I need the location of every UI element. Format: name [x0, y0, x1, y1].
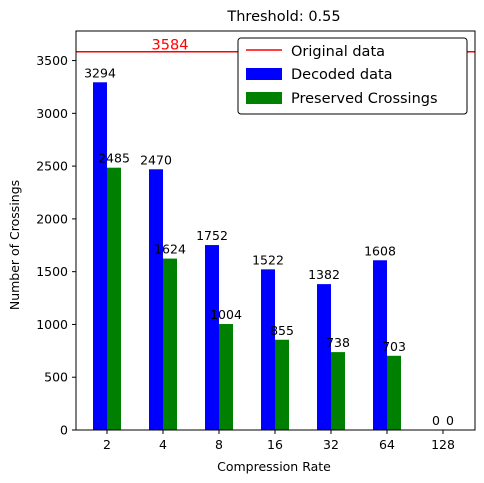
legend-swatch-preserved-crossings — [246, 92, 282, 104]
x-axis-title: Compression Rate — [217, 459, 331, 474]
bars-group — [93, 82, 401, 431]
bar-label-decoded-data-2: 3294 — [84, 65, 116, 80]
bar-decoded-data-2 — [93, 82, 107, 431]
bar-labels-group: 3294 2470 1752 1522 1382 1608 0 2485 1624 1004 855… — [84, 65, 454, 428]
bar-preserved-crossings-2 — [107, 167, 121, 430]
y-tick-label-2000: 2000 — [36, 211, 68, 226]
legend-swatch-decoded-data — [246, 68, 282, 80]
y-tick-label-2500: 2500 — [36, 159, 68, 174]
bar-decoded-data-64 — [373, 260, 387, 430]
legend-label-original-data: Original data — [291, 44, 385, 60]
bar-label-preserved-crossings-8: 1004 — [210, 307, 242, 322]
reference-value-label: 3584 — [152, 38, 189, 54]
bar-decoded-data-8 — [205, 245, 219, 430]
x-tick-label-16: 16 — [267, 437, 283, 452]
bar-preserved-crossings-64 — [387, 355, 401, 430]
x-tick-label-4: 4 — [159, 437, 167, 452]
bar-label-preserved-crossings-64: 703 — [382, 339, 406, 354]
x-axis: 2 4 8 16 32 64 128 — [103, 430, 455, 452]
legend-label-decoded-data: Decoded data — [291, 67, 393, 83]
x-tick-label-8: 8 — [215, 437, 223, 452]
bar-label-decoded-data-64: 1608 — [364, 243, 396, 258]
y-axis: 0 500 1000 1500 2000 2500 3000 3500 — [36, 53, 76, 438]
y-tick-label-0: 0 — [60, 423, 68, 438]
bar-label-decoded-data-32: 1382 — [308, 267, 340, 282]
bar-label-decoded-data-128: 0 — [432, 413, 440, 428]
legend: Original data Decoded data Preserved Cro… — [237, 37, 468, 115]
y-tick-label-3000: 3000 — [36, 106, 68, 121]
y-tick-label-3500: 3500 — [36, 53, 68, 68]
y-tick-label-500: 500 — [44, 370, 68, 385]
bar-label-decoded-data-16: 1522 — [252, 252, 284, 267]
legend-box — [237, 37, 468, 115]
bar-preserved-crossings-4 — [163, 258, 177, 430]
bar-label-preserved-crossings-4: 1624 — [154, 242, 186, 257]
y-axis-title: Number of Crossings — [7, 180, 22, 310]
bar-preserved-crossings-16 — [275, 339, 289, 430]
bar-decoded-data-16 — [261, 269, 275, 430]
bar-decoded-data-4 — [149, 169, 163, 430]
bar-label-decoded-data-8: 1752 — [196, 228, 228, 243]
bar-label-decoded-data-4: 2470 — [140, 152, 172, 167]
x-tick-label-2: 2 — [103, 437, 111, 452]
y-tick-label-1500: 1500 — [36, 264, 68, 279]
x-tick-label-128: 128 — [431, 437, 455, 452]
bar-label-preserved-crossings-2: 2485 — [98, 151, 130, 166]
y-tick-label-1000: 1000 — [36, 317, 68, 332]
legend-label-preserved-crossings: Preserved Crossings — [291, 91, 438, 107]
x-tick-label-32: 32 — [323, 437, 339, 452]
bar-label-preserved-crossings-128: 0 — [446, 413, 454, 428]
bar-label-preserved-crossings-32: 738 — [326, 335, 350, 350]
bar-label-preserved-crossings-16: 855 — [270, 323, 294, 338]
bar-preserved-crossings-8 — [219, 324, 233, 430]
bar-preserved-crossings-32 — [331, 352, 345, 430]
bar-decoded-data-32 — [317, 284, 331, 430]
chart-title: Threshold: 0.55 — [226, 9, 340, 25]
x-tick-label-64: 64 — [379, 437, 395, 452]
